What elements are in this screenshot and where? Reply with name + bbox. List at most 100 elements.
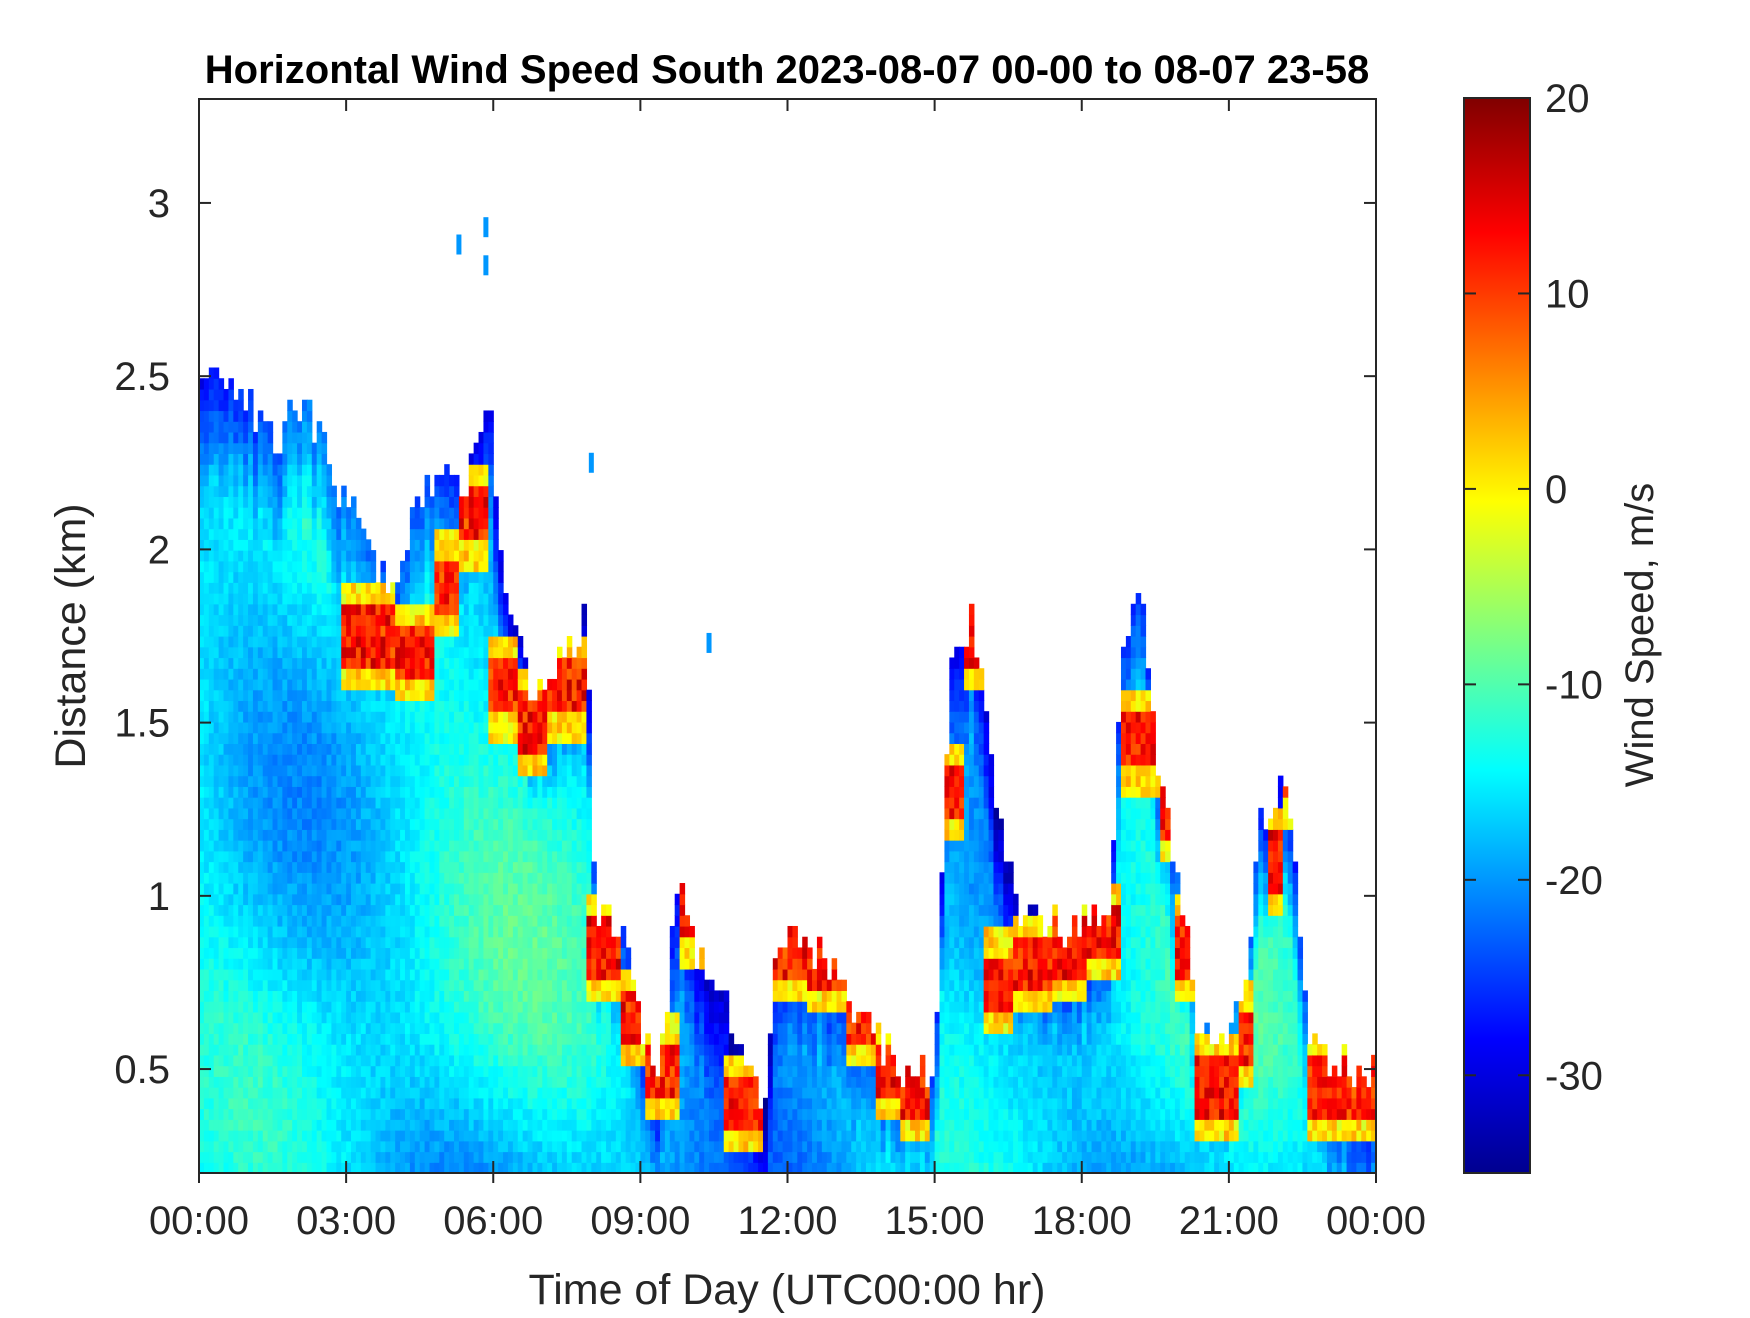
heatmap-cell	[537, 700, 543, 712]
heatmap-cell	[360, 893, 367, 906]
heatmap-cell	[498, 786, 504, 798]
heatmap-cell	[429, 807, 435, 820]
heatmap-cell	[262, 614, 269, 626]
heatmap-cell	[493, 861, 499, 873]
heatmap-cell	[507, 958, 514, 970]
heatmap-cell	[282, 754, 288, 766]
heatmap-cell	[203, 1140, 210, 1153]
heatmap-cell	[409, 883, 416, 895]
heatmap-cell	[429, 517, 435, 530]
heatmap-cell	[311, 614, 318, 626]
heatmap-cell	[238, 1033, 244, 1045]
heatmap-cell	[203, 453, 210, 465]
heatmap-cell	[331, 1022, 337, 1034]
heatmap-cell	[346, 829, 352, 841]
heatmap-cell	[419, 539, 426, 551]
heatmap-cell	[434, 625, 440, 637]
heatmap-cell	[434, 861, 440, 873]
heatmap-cell	[512, 1044, 519, 1056]
heatmap-cell	[316, 850, 323, 863]
heatmap-cell	[267, 1065, 274, 1077]
heatmap-cell	[424, 904, 431, 916]
heatmap-cell	[419, 743, 426, 755]
heatmap-cell	[571, 958, 578, 970]
heatmap-cell	[355, 797, 362, 809]
heatmap-cell	[316, 1033, 323, 1045]
heatmap-cell	[507, 1033, 514, 1045]
heatmap-cell	[488, 786, 494, 798]
heatmap-cell	[272, 603, 279, 616]
heatmap-cell	[493, 925, 499, 938]
heatmap-cell	[488, 657, 494, 669]
heatmap-cell	[292, 1011, 298, 1024]
heatmap-cell	[434, 1011, 440, 1024]
heatmap-cell	[203, 399, 210, 412]
heatmap-cell	[262, 668, 269, 680]
heatmap-cell	[311, 1130, 318, 1142]
heatmap-cell	[409, 904, 416, 916]
heatmap-cell	[478, 614, 485, 626]
heatmap-cell	[463, 668, 470, 680]
heatmap-cell	[522, 668, 529, 680]
heatmap-cell	[404, 1033, 411, 1045]
heatmap-cell	[257, 1140, 264, 1153]
heatmap-cell	[213, 399, 220, 412]
heatmap-cell	[301, 1140, 308, 1153]
heatmap-cell	[248, 593, 254, 605]
heatmap-cell	[257, 883, 264, 895]
heatmap-cell	[478, 1162, 485, 1173]
heatmap-cell	[414, 1119, 421, 1131]
heatmap-cell	[331, 603, 337, 616]
heatmap-cell	[478, 636, 485, 648]
heatmap-cell	[243, 507, 249, 519]
heatmap-cell	[473, 1097, 480, 1110]
heatmap-cell	[561, 850, 568, 863]
heatmap-cell	[365, 732, 372, 744]
heatmap-cell	[365, 968, 372, 981]
heatmap-cell	[301, 958, 308, 970]
heatmap-cell	[414, 636, 421, 648]
heatmap-cell	[360, 732, 367, 744]
heatmap-cell	[316, 1001, 323, 1013]
heatmap-cell	[277, 517, 283, 530]
heatmap-cell	[355, 872, 362, 884]
heatmap-cell	[429, 840, 435, 852]
heatmap-cell	[581, 893, 588, 906]
heatmap-cell	[233, 721, 239, 734]
heatmap-cell	[199, 431, 205, 444]
heatmap-cell	[566, 1119, 573, 1131]
heatmap-cell	[517, 1065, 524, 1077]
heatmap-cell	[257, 904, 264, 916]
heatmap-cell	[409, 1033, 416, 1045]
heatmap-cell	[532, 1044, 538, 1056]
heatmap-cell	[213, 872, 220, 884]
heatmap-cell	[468, 893, 475, 906]
heatmap-cell	[316, 1162, 323, 1173]
heatmap-cell	[532, 947, 538, 959]
heatmap-cell	[468, 1033, 475, 1045]
heatmap-cell	[341, 1162, 347, 1173]
heatmap-cell	[409, 571, 416, 583]
heatmap-cell	[355, 614, 362, 626]
heatmap-cell	[321, 668, 328, 680]
heatmap-cell	[297, 442, 303, 455]
heatmap-cell	[449, 1087, 455, 1099]
heatmap-cell	[203, 936, 210, 949]
heatmap-cell	[199, 421, 205, 433]
heatmap-cell	[444, 700, 450, 712]
heatmap-cell	[257, 711, 264, 723]
heatmap-cell	[527, 1151, 534, 1163]
heatmap-cell	[537, 1162, 543, 1173]
heatmap-cell	[218, 378, 225, 390]
heatmap-cell	[257, 1044, 264, 1056]
heatmap-cell	[243, 990, 249, 1002]
heatmap-cell	[468, 829, 475, 841]
heatmap-cell	[522, 711, 529, 723]
heatmap-cell	[311, 1108, 318, 1120]
heatmap-cell	[252, 603, 259, 616]
heatmap-cell	[390, 1044, 396, 1056]
heatmap-cell	[375, 1044, 382, 1056]
heatmap-cell	[458, 764, 465, 777]
heatmap-cell	[542, 1108, 548, 1120]
heatmap-cell	[478, 754, 485, 766]
